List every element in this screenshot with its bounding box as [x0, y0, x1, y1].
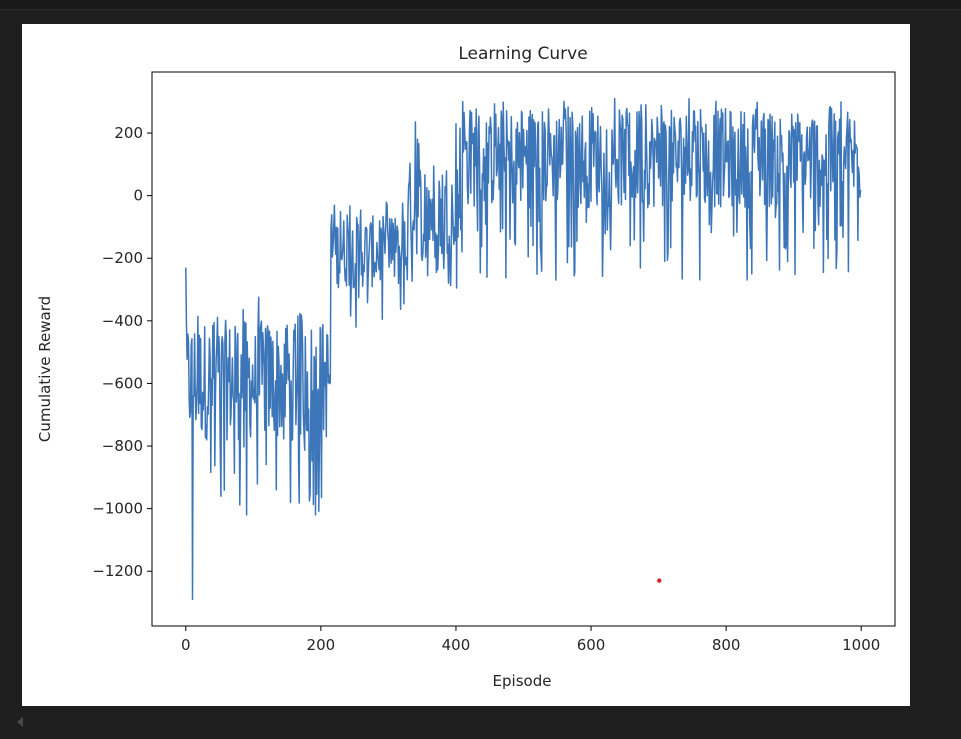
y-axis-label: Cumulative Reward — [36, 296, 54, 442]
y-tick-label: −1000 — [92, 500, 143, 518]
axes-frame — [151, 71, 896, 627]
x-tick-label: 1000 — [842, 636, 880, 654]
y-tick-label: 200 — [114, 124, 143, 142]
y-tick-label: −200 — [102, 249, 143, 267]
x-tick-label: 800 — [712, 636, 741, 654]
y-tick-label: −800 — [102, 437, 143, 455]
x-axis-label: Episode — [493, 672, 552, 690]
red-marker-dot — [657, 578, 662, 583]
chart-title: Learning Curve — [458, 44, 587, 64]
x-tick-label: 0 — [181, 636, 191, 654]
x-tick-label: 200 — [307, 636, 336, 654]
plot-area — [185, 97, 862, 601]
y-tick-label: −1200 — [92, 562, 143, 580]
chart-figure: Learning Curve 200 0 −200 −400 −600 −800 −1000… — [22, 24, 910, 706]
chart-svg: Learning Curve 200 0 −200 −400 −600 −800 −1000… — [36, 44, 896, 690]
y-axis-ticks: 200 0 −200 −400 −600 −800 −1000 −1200 — [92, 124, 152, 580]
top-toolbar-strip — [0, 0, 961, 10]
y-tick-label: −600 — [102, 374, 143, 392]
x-tick-label: 600 — [577, 636, 606, 654]
y-tick-label: 0 — [133, 187, 143, 205]
scroll-left-arrow-icon[interactable] — [17, 717, 23, 727]
y-tick-label: −400 — [102, 312, 143, 330]
x-tick-label: 400 — [442, 636, 471, 654]
x-axis-ticks: 0 200 400 600 800 1000 — [181, 626, 880, 654]
reward-line — [185, 97, 862, 601]
